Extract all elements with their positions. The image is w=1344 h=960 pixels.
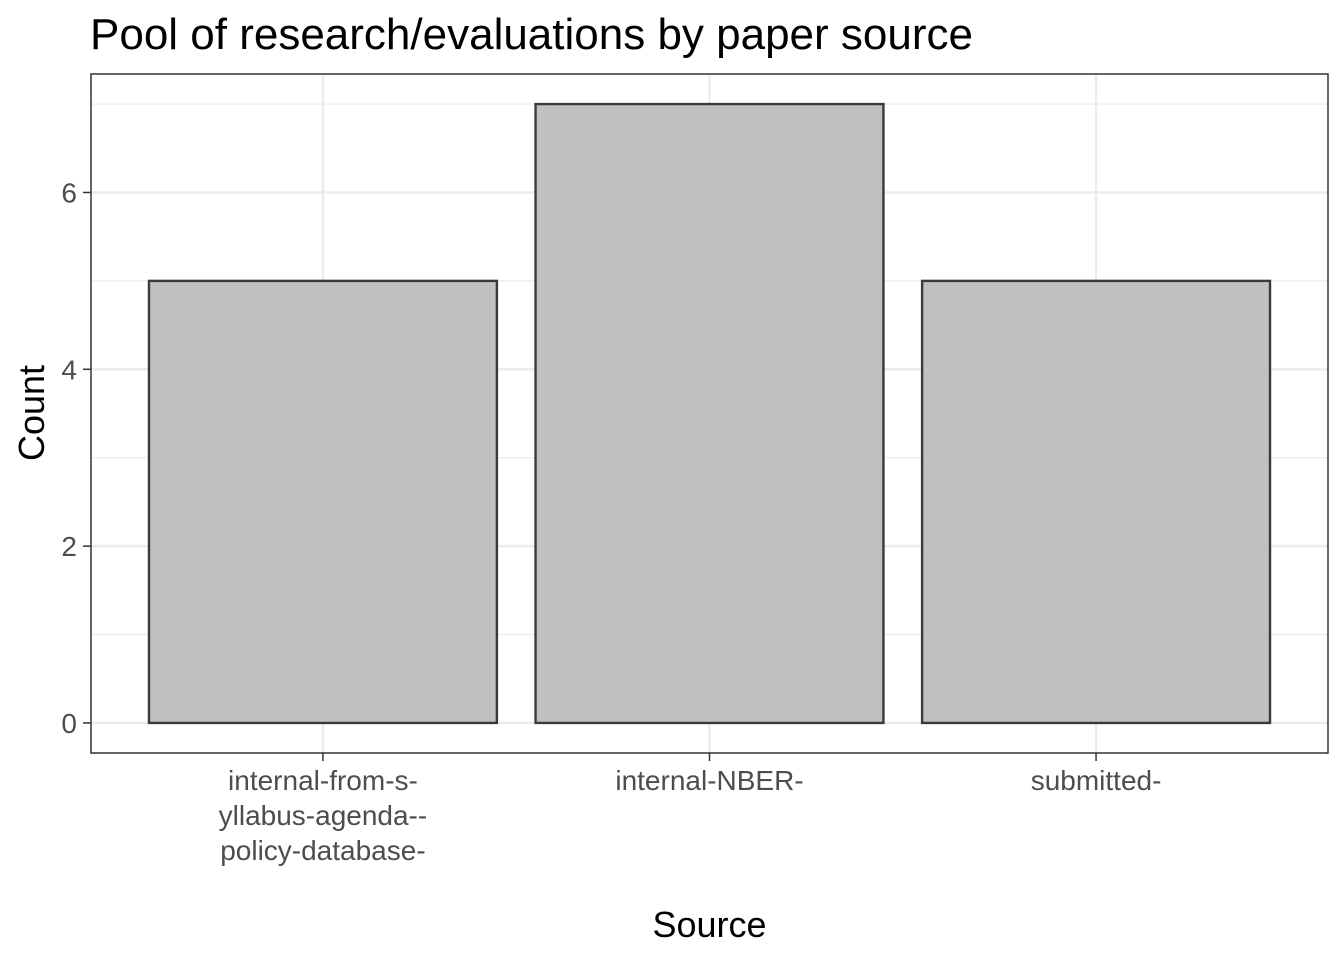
y-tick-label: 0	[61, 708, 77, 739]
x-axis-title: Source	[652, 904, 766, 945]
x-axis: internal-from-s-yllabus-agenda--policy-d…	[219, 753, 1162, 866]
y-tick-label: 4	[61, 354, 77, 385]
bar	[534, 102, 885, 725]
x-tick-label: internal-from-s-yllabus-agenda--policy-d…	[219, 765, 428, 866]
x-tick-label: internal-NBER-	[615, 765, 803, 796]
x-tick-label: submitted-	[1031, 765, 1162, 796]
y-tick-label: 2	[61, 531, 77, 562]
y-axis-title: Count	[11, 365, 52, 461]
bar	[147, 279, 499, 725]
y-axis: 0 2 4 6	[61, 177, 91, 739]
y-tick-label: 6	[61, 177, 77, 208]
chart-title: Pool of research/evaluations by paper so…	[90, 10, 973, 59]
bars	[147, 102, 1272, 725]
bar	[920, 279, 1272, 725]
